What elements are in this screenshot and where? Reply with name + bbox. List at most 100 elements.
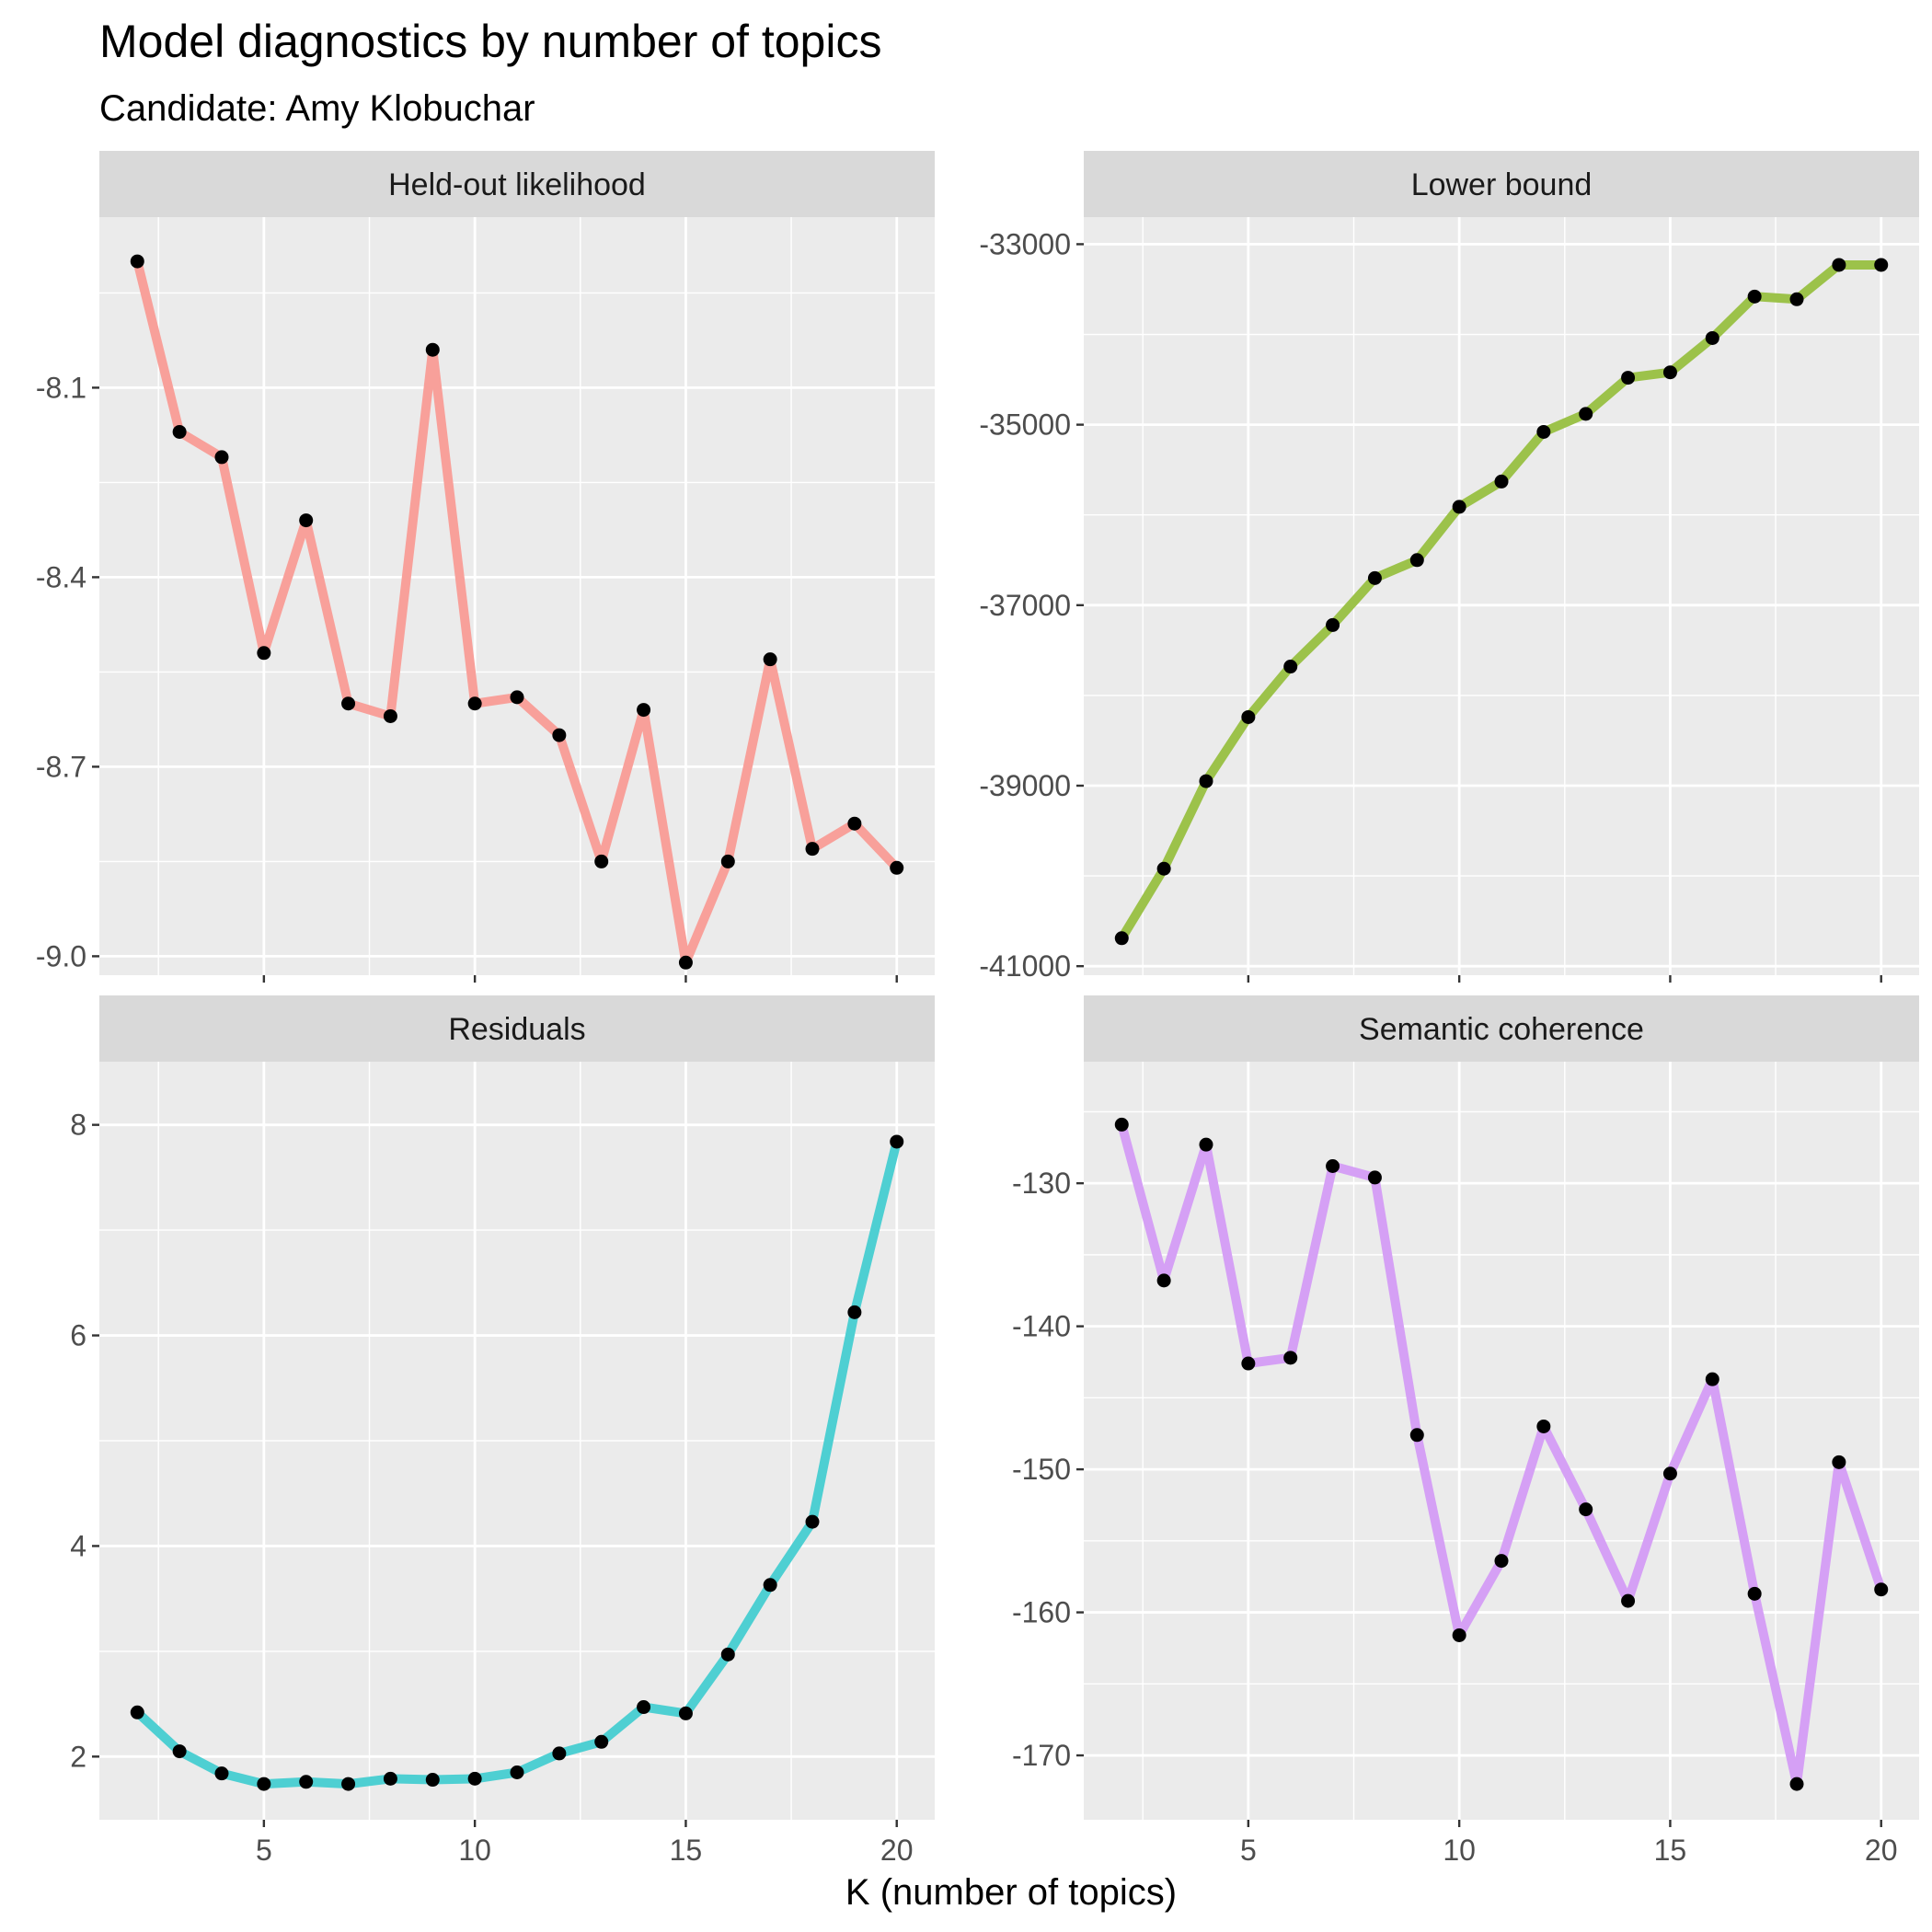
x-tick-label: 10 [1443, 1834, 1476, 1867]
data-point [552, 1746, 567, 1761]
facet-strip-label: Residuals [448, 1012, 585, 1047]
data-point [847, 1305, 862, 1319]
data-point [214, 450, 229, 465]
data-point [510, 690, 524, 705]
data-point [594, 1734, 609, 1749]
data-point [1832, 1455, 1846, 1469]
y-tick-label: -9.0 [36, 939, 86, 972]
data-point [1409, 553, 1424, 568]
data-point [1326, 617, 1340, 632]
facet-strip [99, 151, 935, 217]
facet-panels: Held-out likelihood -9.0 -8.7 -8.4 -8.1 Lower… [36, 151, 1919, 1867]
x-tick-label: 15 [1654, 1834, 1687, 1867]
facet-strip [99, 995, 935, 1062]
y-tick-label: -170 [1012, 1739, 1071, 1772]
y-tick-label: -140 [1012, 1310, 1071, 1343]
data-point [172, 1744, 187, 1759]
data-point [1283, 1351, 1298, 1365]
data-point [425, 1773, 440, 1788]
x-tick-label: 10 [458, 1834, 491, 1867]
data-point [763, 1578, 777, 1593]
data-point [299, 1775, 314, 1789]
y-tick-label: -8.7 [36, 750, 86, 783]
data-point [341, 696, 356, 711]
y-tick-label: -35000 [979, 408, 1071, 442]
y-tick-label: -39000 [979, 769, 1071, 802]
panel-background [99, 217, 935, 975]
data-point [1874, 258, 1889, 272]
data-point [1283, 660, 1298, 674]
data-point [130, 1705, 144, 1719]
data-point [425, 342, 440, 357]
data-point [637, 1700, 651, 1715]
y-tick-label: -37000 [979, 589, 1071, 622]
data-point [1579, 407, 1593, 421]
data-point [1156, 1273, 1171, 1288]
data-point [1156, 861, 1171, 876]
facet-strip [1084, 151, 1919, 217]
y-tick-label: -33000 [979, 227, 1071, 260]
data-point [1621, 1593, 1636, 1608]
data-point [763, 652, 777, 667]
data-point [1452, 500, 1466, 514]
y-tick-label: -8.4 [36, 560, 86, 593]
data-point [1367, 1170, 1382, 1185]
data-point [1705, 1372, 1719, 1386]
data-point [890, 860, 904, 875]
data-point [1241, 709, 1256, 724]
data-point [1579, 1502, 1593, 1517]
data-point [1832, 258, 1846, 272]
data-point [1199, 1137, 1213, 1152]
data-point [678, 1706, 693, 1720]
y-tick-label: -41000 [979, 949, 1071, 983]
data-point [678, 955, 693, 970]
y-tick-label: -8.1 [36, 371, 86, 404]
data-point [847, 816, 862, 831]
data-point [1705, 330, 1719, 345]
chart-subtitle: Candidate: Amy Klobuchar [99, 88, 535, 129]
y-tick-label: 2 [70, 1740, 86, 1773]
data-point [1114, 931, 1129, 946]
data-point [1199, 774, 1213, 788]
data-point [214, 1766, 229, 1781]
data-point [1114, 1117, 1129, 1132]
data-point [299, 513, 314, 528]
data-point [341, 1777, 356, 1791]
data-point [130, 254, 144, 269]
data-point [805, 1514, 820, 1529]
data-point [1241, 1356, 1256, 1371]
y-tick-label: 8 [70, 1109, 86, 1142]
y-tick-label: -130 [1012, 1167, 1071, 1200]
data-point [510, 1765, 524, 1779]
panel-background [1084, 217, 1919, 975]
x-tick-label: 5 [256, 1834, 272, 1867]
data-point [257, 1777, 271, 1791]
data-point [552, 728, 567, 742]
data-point [1536, 424, 1551, 439]
data-point [1662, 1466, 1677, 1481]
data-point [1326, 1158, 1340, 1173]
data-point [1494, 474, 1509, 489]
y-tick-label: 6 [70, 1319, 86, 1352]
data-point [1789, 1777, 1804, 1791]
data-point [1662, 365, 1677, 380]
data-point [1621, 371, 1636, 385]
facet-strip-label: Semantic coherence [1359, 1012, 1644, 1047]
data-point [1494, 1554, 1509, 1569]
data-point [1536, 1419, 1551, 1433]
facet-strip [1084, 995, 1919, 1062]
data-point [594, 854, 609, 868]
panel-semantic-coherence: Semantic coherence -170 -160 -150 -140 -130 5 1… [1012, 995, 1919, 1867]
facet-strip-label: Held-out likelihood [388, 167, 646, 202]
y-tick-label: 4 [70, 1529, 86, 1562]
data-point [383, 1771, 397, 1786]
x-tick-label: 15 [670, 1834, 703, 1867]
y-tick-label: -160 [1012, 1596, 1071, 1629]
data-point [1452, 1627, 1466, 1642]
facet-strip-label: Lower bound [1411, 167, 1593, 202]
x-tick-label: 5 [1240, 1834, 1257, 1867]
panel-lower-bound: Lower bound -41000 -39000 -37000 -35000 -3300… [979, 151, 1919, 983]
x-tick-label: 20 [1865, 1834, 1898, 1867]
data-point [383, 708, 397, 723]
